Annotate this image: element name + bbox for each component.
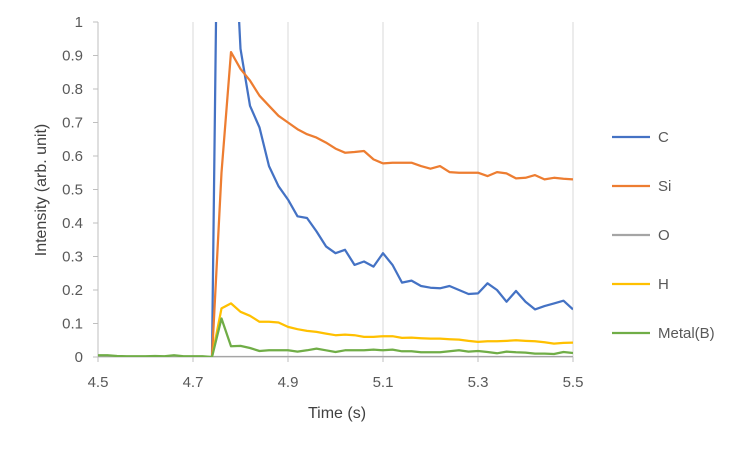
grid (192, 22, 574, 357)
y-tick-label: 0.7 (62, 115, 83, 132)
y-tick-label: 0.2 (62, 282, 83, 299)
x-tick-label: 4.9 (278, 374, 299, 391)
axes (93, 21, 574, 362)
y-tick-label: 0.6 (62, 148, 83, 165)
series-line-c (210, 22, 573, 357)
y-tick-label: 0.9 (62, 48, 83, 65)
legend-label-c: C (658, 129, 669, 146)
y-tick-label: 0.4 (62, 215, 83, 232)
x-tick-label: 5.3 (468, 374, 489, 391)
series-lines (98, 22, 573, 357)
y-tick-label: 1 (75, 14, 83, 31)
x-axis-title: Time (s) (308, 405, 366, 422)
legend-label-si: Si (658, 178, 671, 195)
legend-label-h: H (658, 276, 669, 293)
y-tick-label: 0.5 (62, 182, 83, 199)
legend-label-metal-b: Metal(B) (658, 325, 715, 342)
series-line-si (210, 50, 573, 357)
x-tick-label: 4.7 (183, 374, 204, 391)
x-tick-label: 5.5 (563, 374, 584, 391)
y-tick-label: 0.8 (62, 81, 83, 98)
series-line-h (210, 302, 573, 357)
legend-label-o: O (658, 227, 670, 244)
series-line-metal-b (98, 317, 573, 357)
tick-labels: 0 0.1 0.2 0.3 0.4 0.5 0.6 0.7 0.8 0.9 1 4.5 4.7 4.9 5.… (62, 14, 583, 391)
x-tick-label: 5.1 (373, 374, 394, 391)
y-axis-title: Intensity (arb. unit) (33, 124, 50, 257)
x-tick-label: 4.5 (88, 374, 109, 391)
y-tick-label: 0.1 (62, 316, 83, 333)
legend: C Si O H Metal(B) (612, 129, 715, 342)
y-tick-label: 0.3 (62, 249, 83, 266)
y-tick-label: 0 (75, 349, 83, 366)
